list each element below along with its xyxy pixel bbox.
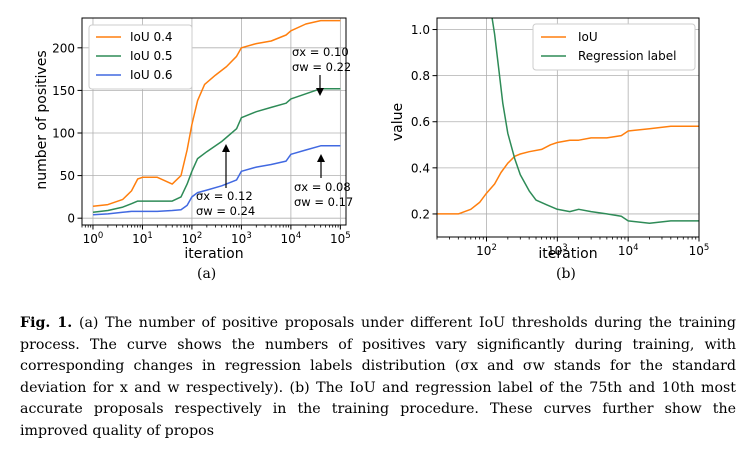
ytick-label-a-100: 100 (52, 127, 75, 141)
chart-a-annotations: σx = 0.10 σw = 0.22 σx = 0.12 σw = 0.24 … (196, 45, 353, 218)
annotation-sigma-1: σx = 0.10 σw = 0.22 (292, 45, 351, 74)
caption-text: (a) The number of positive proposals und… (20, 315, 737, 439)
chart-b-legend: IoU Regression label (532, 23, 696, 71)
svg-text:σw = 0.22: σw = 0.22 (292, 60, 351, 74)
legend-a-label-iou-0.5: IoU 0.5 (130, 49, 173, 63)
xtick-label-b-100000: 105 (689, 243, 710, 258)
annotation-arrowhead-1 (316, 88, 324, 96)
annotation-arrowhead-3 (317, 154, 325, 162)
series-line-b-regression-label (491, 18, 699, 224)
chart-a-xlabel: iteration (184, 246, 243, 262)
xtick-label-a-100000: 105 (330, 231, 351, 246)
xtick-label-a-100: 102 (182, 231, 203, 246)
svg-text:σx = 0.12: σx = 0.12 (196, 189, 253, 203)
series-line-a-iou-0.6 (92, 145, 341, 216)
chart-a-legend-box (88, 24, 193, 90)
caption-label: Fig. 1. (20, 315, 73, 331)
ytick-label-a-150: 150 (52, 84, 75, 98)
chart-b-axes-frame (436, 17, 700, 238)
chart-a-ticks: 100 101 102 103 104 105 0 50 100 150 200 (52, 41, 351, 246)
chart-b-ylabel: value (390, 103, 406, 141)
svg-text:σx = 0.10: σx = 0.10 (292, 45, 349, 59)
svg-text:σx = 0.08: σx = 0.08 (294, 180, 351, 194)
svg-text:σw = 0.24: σw = 0.24 (196, 204, 255, 218)
chart-a-axes-frame (81, 17, 347, 226)
chart-b-xlabel: iteration (538, 246, 597, 262)
series-line-b-iou (437, 125, 699, 215)
chart-a-ylabel: number of positives (34, 50, 50, 189)
ytick-label-a-50: 50 (60, 169, 75, 183)
svg-text:σw = 0.17: σw = 0.17 (294, 195, 353, 209)
annotation-sigma-3: σx = 0.08 σw = 0.17 (294, 180, 353, 209)
chart-b: 102 103 104 105 0.2 0.4 0.6 0.8 1.0 IoU Regressi… (390, 17, 709, 282)
chart-b-ticks: 102 103 104 105 0.2 0.4 0.6 0.8 1.0 (411, 23, 709, 258)
xtick-label-b-100: 102 (476, 243, 497, 258)
figure-caption: Fig. 1. (a) The number of positive propo… (20, 313, 736, 443)
ytick-label-b-0.8: 0.8 (411, 69, 430, 83)
chart-a-legend: IoU 0.4 IoU 0.5 IoU 0.6 (88, 24, 193, 90)
chart-b-series-lines (437, 18, 699, 224)
xtick-label-a-10000: 104 (281, 231, 302, 246)
legend-a-label-iou-0.4: IoU 0.4 (130, 30, 173, 44)
ytick-label-a-0: 0 (67, 212, 75, 226)
chart-a-series-lines (92, 19, 341, 216)
annotation-sigma-2: σx = 0.12 σw = 0.24 (196, 189, 255, 218)
xtick-label-b-10000: 104 (618, 243, 639, 258)
legend-a-label-iou-0.6: IoU 0.6 (130, 68, 173, 82)
xtick-label-a-1: 100 (83, 231, 104, 246)
xtick-label-b-1000: 103 (547, 243, 568, 258)
annotation-arrowhead-2 (222, 144, 230, 152)
chart-b-legend-box (532, 23, 696, 71)
legend-b-label-iou: IoU (578, 30, 598, 44)
ytick-label-b-0.2: 0.2 (411, 207, 430, 221)
xtick-label-a-10: 101 (132, 231, 153, 246)
ytick-label-b-0.4: 0.4 (411, 161, 430, 175)
series-line-a-iou-0.5 (92, 87, 341, 213)
chart-b-panel-label: (b) (556, 266, 576, 282)
ytick-label-a-200: 200 (52, 41, 75, 55)
series-line-a-iou-0.4 (92, 19, 341, 208)
chart-a: σx = 0.10 σw = 0.22 σx = 0.12 σw = 0.24 … (34, 17, 353, 282)
xtick-label-a-1000: 103 (231, 231, 252, 246)
chart-a-panel-label: (a) (197, 266, 216, 282)
ytick-label-b-1: 1.0 (411, 23, 430, 37)
legend-b-label-regression-label: Regression label (578, 49, 676, 63)
ytick-label-b-0.6: 0.6 (411, 115, 430, 129)
